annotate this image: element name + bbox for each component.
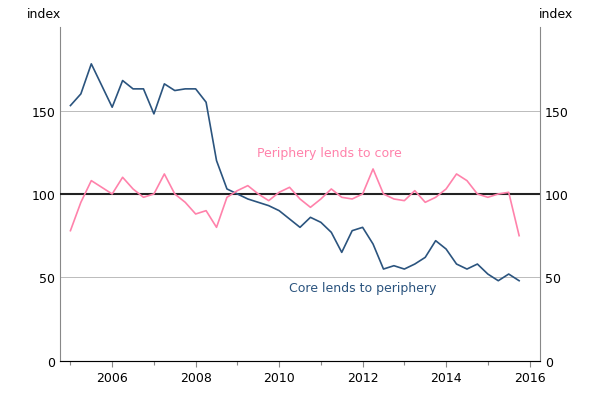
Text: Periphery lends to core: Periphery lends to core <box>257 146 401 159</box>
Text: Core lends to periphery: Core lends to periphery <box>289 281 436 294</box>
Text: index: index <box>539 8 574 21</box>
Text: index: index <box>26 8 61 21</box>
